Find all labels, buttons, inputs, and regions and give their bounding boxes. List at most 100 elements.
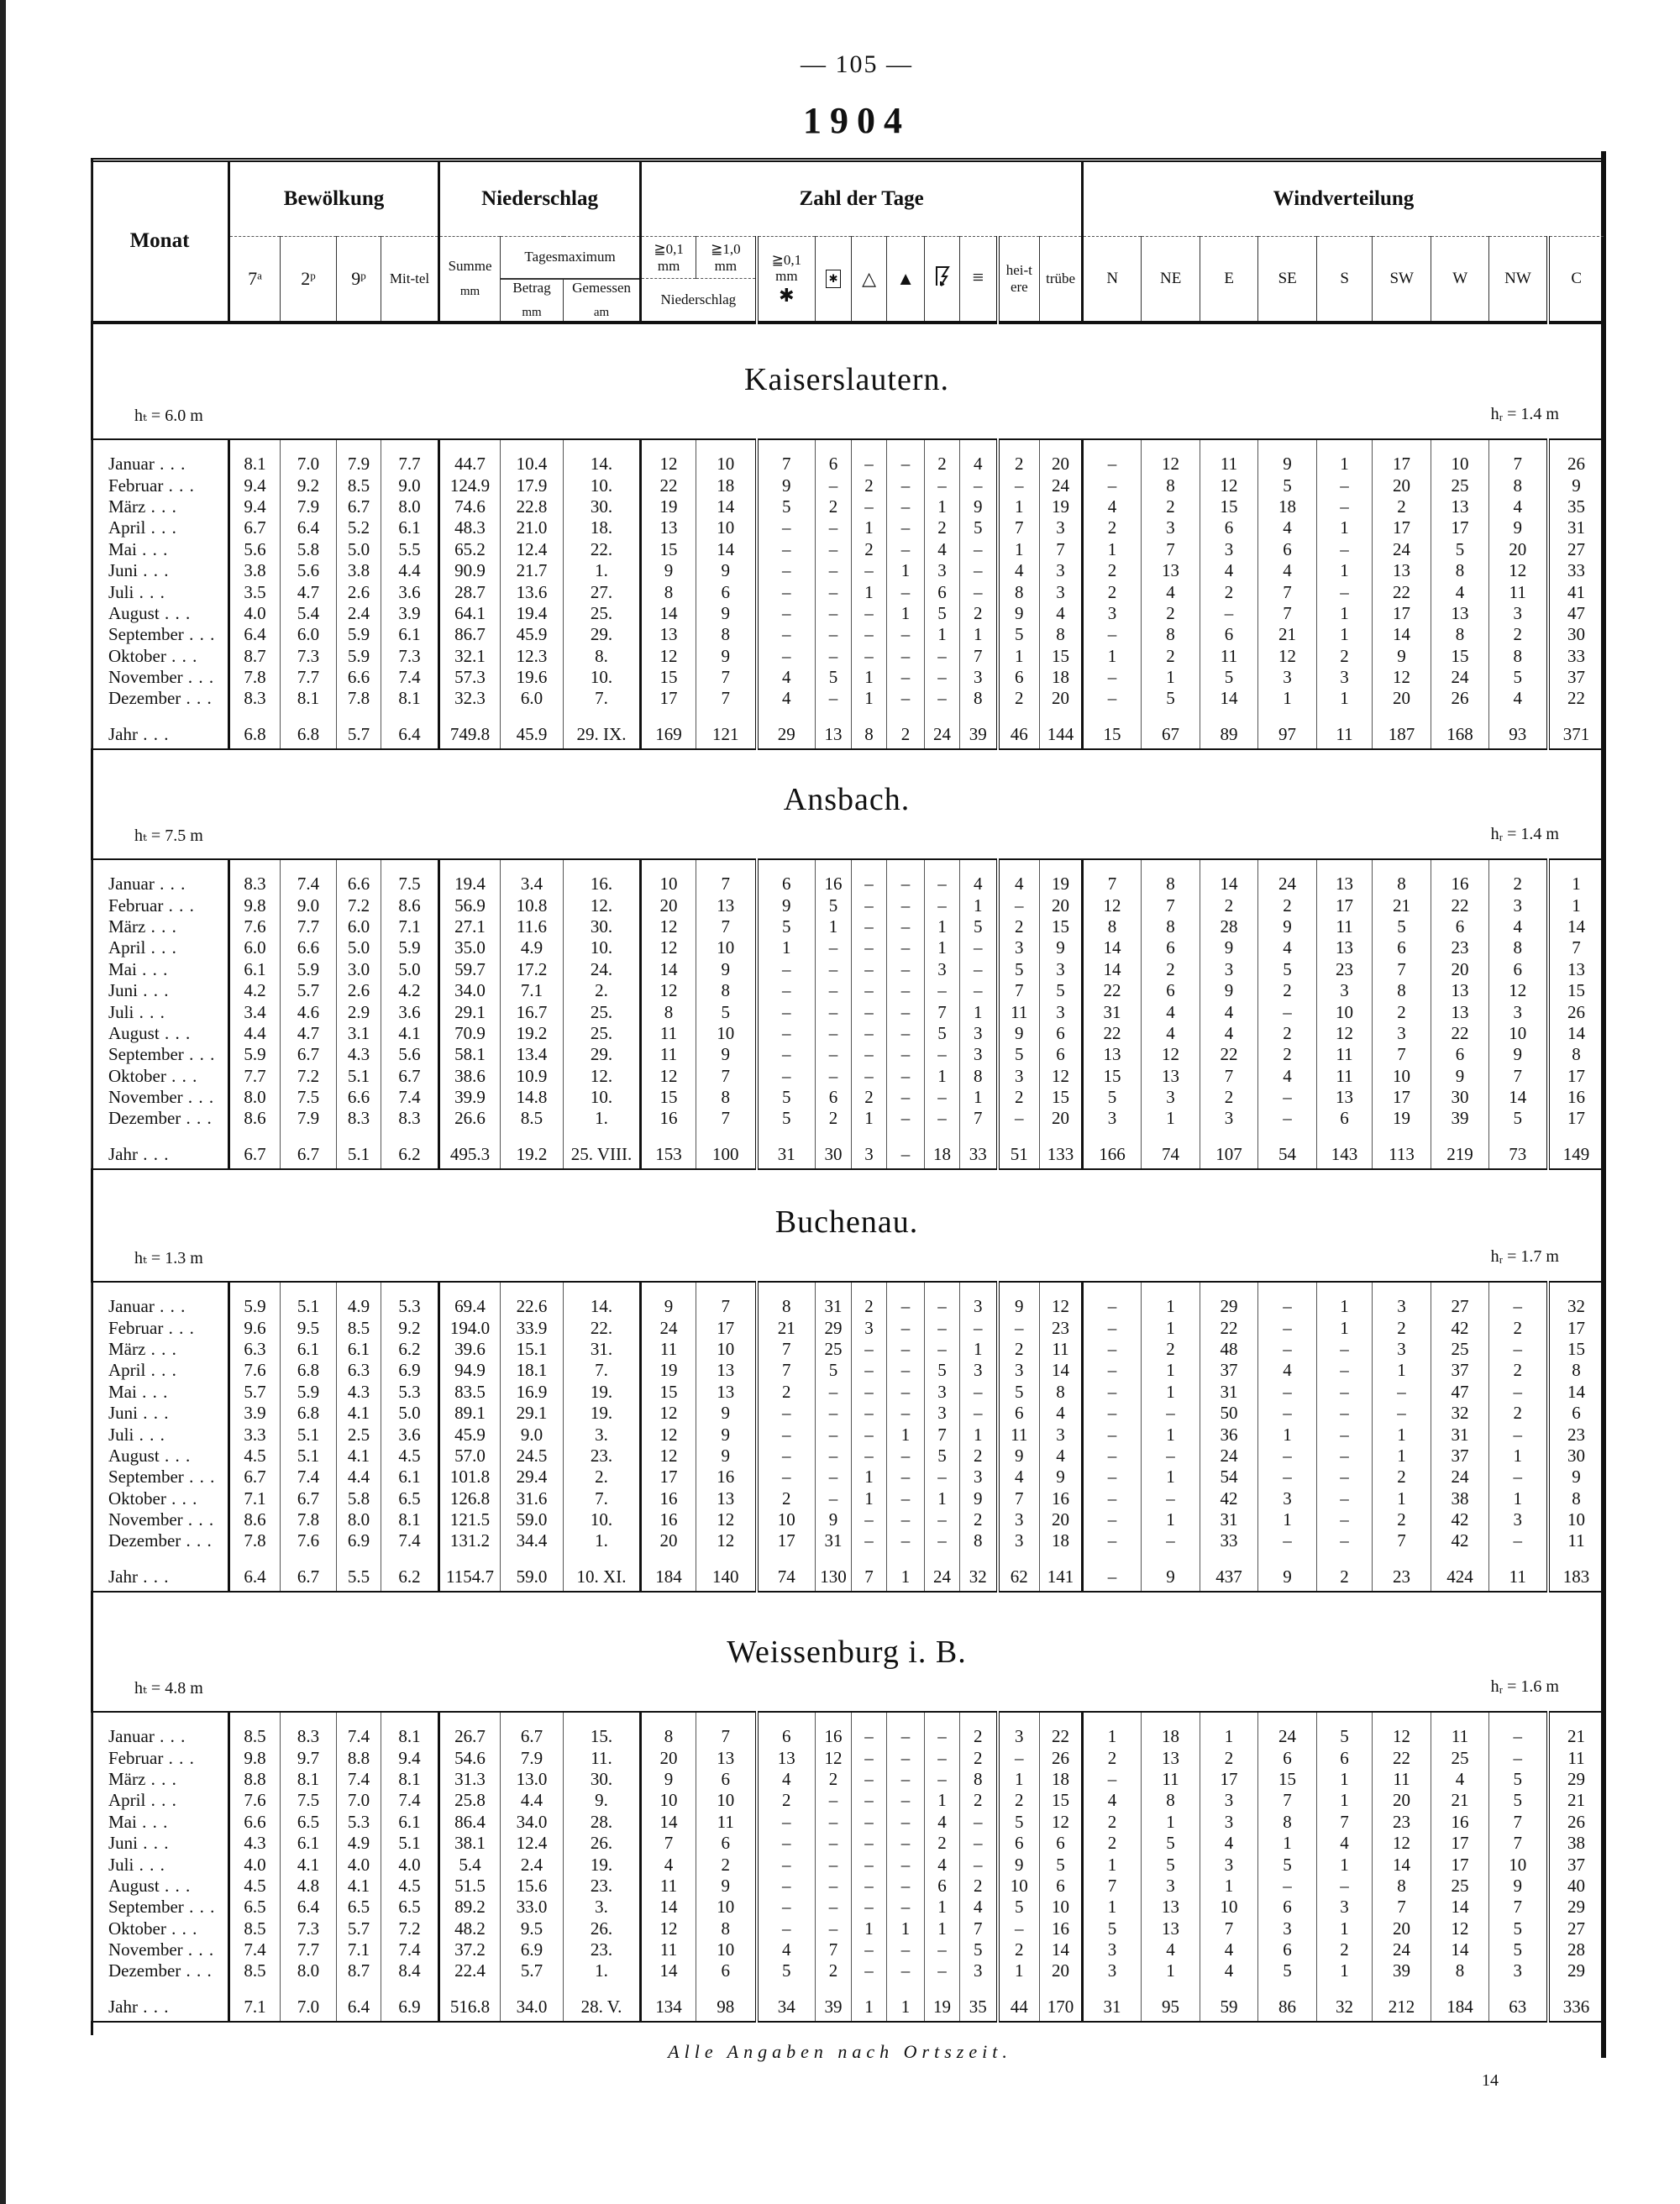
cell-tage-heitere: 3 xyxy=(997,937,1040,959)
cell-tage-graupel: 8 xyxy=(851,721,887,749)
cell-tage-ge01: 11 xyxy=(640,1338,696,1361)
cell-wind-n: 8 xyxy=(1082,916,1142,938)
cell-wind-se: 3 xyxy=(1257,1918,1317,1939)
cell-bew-9p: 7.8 xyxy=(336,688,381,710)
cell-wind-e: 14 xyxy=(1200,874,1258,895)
cell-tage-snow: – xyxy=(756,979,816,1002)
cell-tage-snow: 5 xyxy=(756,916,816,938)
cell-wind-w: 27 xyxy=(1431,1296,1489,1318)
cell-wind-w: 22 xyxy=(1431,1022,1489,1045)
cell-tage-fog: 9 xyxy=(959,1488,1000,1509)
cell-nied-betrag: 2.4 xyxy=(500,1854,564,1876)
cell-nied-betrag: 5.7 xyxy=(500,1960,564,1982)
cell-tage-fog: 1 xyxy=(959,1424,1000,1446)
cell-bew-mittel: 4.0 xyxy=(381,1854,440,1876)
cell-nied-betrag: 17.2 xyxy=(500,958,564,980)
cell-tage-truebe: 19 xyxy=(1039,874,1084,895)
cell-tage-truebe: 14 xyxy=(1039,1939,1084,1961)
cell-wind-se: – xyxy=(1257,1445,1317,1467)
cell-wind-e: 31 xyxy=(1200,1509,1258,1531)
cell-tage-hail: 1 xyxy=(886,1918,925,1939)
cell-wind-n: 15 xyxy=(1082,1065,1142,1087)
header-wind-c: C xyxy=(1547,236,1604,323)
cell-bew-7a: 7.1 xyxy=(228,1993,281,2022)
cell-tage-graupel: – xyxy=(851,1875,887,1897)
cell-wind-sw: 17 xyxy=(1372,1086,1431,1109)
cell-bew-mittel: 3.6 xyxy=(381,581,440,603)
cell-wind-sw: 2 xyxy=(1372,496,1431,518)
month-label: Januar xyxy=(91,1296,230,1318)
cell-tage-thunderstorm: 5 xyxy=(924,1445,960,1467)
cell-tage-graupel: – xyxy=(851,1022,887,1045)
cell-bew-9p: 6.1 xyxy=(336,1338,381,1361)
cell-bew-mittel: 4.4 xyxy=(381,559,440,582)
cell-bew-2p: 4.7 xyxy=(280,581,337,603)
cell-wind-nw: 6 xyxy=(1488,958,1550,980)
cell-tage-ge01: 15 xyxy=(640,1381,696,1403)
cell-wind-e: 17 xyxy=(1200,1768,1258,1791)
cell-wind-se: – xyxy=(1257,1381,1317,1403)
cell-tage-ge10: 2 xyxy=(696,1854,759,1876)
cell-tage-heitere: 1 xyxy=(997,538,1040,560)
cell-nied-summe: 38.6 xyxy=(438,1065,501,1087)
month-label: Juli xyxy=(91,1424,230,1446)
cell-tage-ge10: 121 xyxy=(696,721,759,749)
cell-nied-gemessen: 30. xyxy=(563,496,642,518)
cell-tage-ge01: 12 xyxy=(640,979,696,1002)
cell-tage-graupel: 1 xyxy=(851,688,887,710)
cell-tage-snow: 6 xyxy=(756,1726,816,1748)
cell-bew-7a: 6.3 xyxy=(228,1338,281,1361)
cell-bew-9p: 6.9 xyxy=(336,1530,381,1552)
month-label: März xyxy=(91,1338,230,1361)
month-label: November xyxy=(91,1509,230,1531)
cell-wind-se: 2 xyxy=(1257,1022,1317,1045)
cell-bew-9p: 8.7 xyxy=(336,1960,381,1982)
cell-tage-ge01: 4 xyxy=(640,1854,696,1876)
cell-wind-nw: 5 xyxy=(1488,666,1550,689)
cell-tage-snow: 7 xyxy=(756,1338,816,1361)
cell-bew-9p: 8.5 xyxy=(336,475,381,496)
cell-tage-fog: 35 xyxy=(959,1993,1000,2022)
cell-tage-snow: 2 xyxy=(756,1488,816,1509)
cell-tage-fog: 2 xyxy=(959,1509,1000,1531)
cell-wind-w: 21 xyxy=(1431,1790,1489,1812)
cell-wind-s: 13 xyxy=(1316,937,1373,959)
cell-bew-9p: 4.4 xyxy=(336,1467,381,1488)
cell-tage-graupel: – xyxy=(851,645,887,667)
month-label: Oktober xyxy=(91,1488,230,1509)
cell-bew-7a: 3.3 xyxy=(228,1424,281,1446)
cell-tage-thunderstorm: – xyxy=(924,1768,960,1791)
year-title: 1904 xyxy=(803,100,911,141)
cell-wind-n: 1 xyxy=(1082,538,1142,560)
cell-wind-e: 48 xyxy=(1200,1338,1258,1361)
cell-nied-gemessen: 10. xyxy=(563,1509,642,1531)
cell-nied-gemessen: 2. xyxy=(563,979,642,1002)
cell-tage-snow: 7 xyxy=(756,454,816,475)
cell-nied-gemessen: 25. VIII. xyxy=(563,1141,642,1169)
cell-tage-snow: 10 xyxy=(756,1509,816,1531)
cell-nied-betrag: 45.9 xyxy=(500,721,564,749)
page-number: — 105 — xyxy=(801,50,913,78)
cell-wind-sw: 7 xyxy=(1372,958,1431,980)
cell-tage-truebe: 16 xyxy=(1039,1918,1084,1939)
cell-wind-sw: 10 xyxy=(1372,1065,1431,1087)
cell-tage-truebe: 20 xyxy=(1039,1108,1084,1130)
cell-tage-truebe: 4 xyxy=(1039,1402,1084,1425)
header-wind-n: N xyxy=(1082,236,1142,323)
cell-nied-gemessen: 14. xyxy=(563,1296,642,1318)
cell-tage-hail: 1 xyxy=(886,559,925,582)
cell-nied-summe: 83.5 xyxy=(438,1381,501,1403)
cell-wind-n: – xyxy=(1082,454,1142,475)
cell-tage-boxed-asterisk: – xyxy=(815,1467,852,1488)
cell-nied-gemessen: 15. xyxy=(563,1726,642,1748)
cell-wind-e: – xyxy=(1200,602,1258,625)
cell-nied-betrag: 21.0 xyxy=(500,517,564,539)
cell-bew-2p: 5.1 xyxy=(280,1424,337,1446)
cell-nied-gemessen: 28. xyxy=(563,1811,642,1833)
cell-wind-e: 33 xyxy=(1200,1530,1258,1552)
cell-tage-truebe: 20 xyxy=(1039,688,1084,710)
cell-wind-se: 2 xyxy=(1257,979,1317,1002)
cell-wind-ne: 1 xyxy=(1141,1960,1200,1982)
cell-wind-s: – xyxy=(1316,581,1373,603)
